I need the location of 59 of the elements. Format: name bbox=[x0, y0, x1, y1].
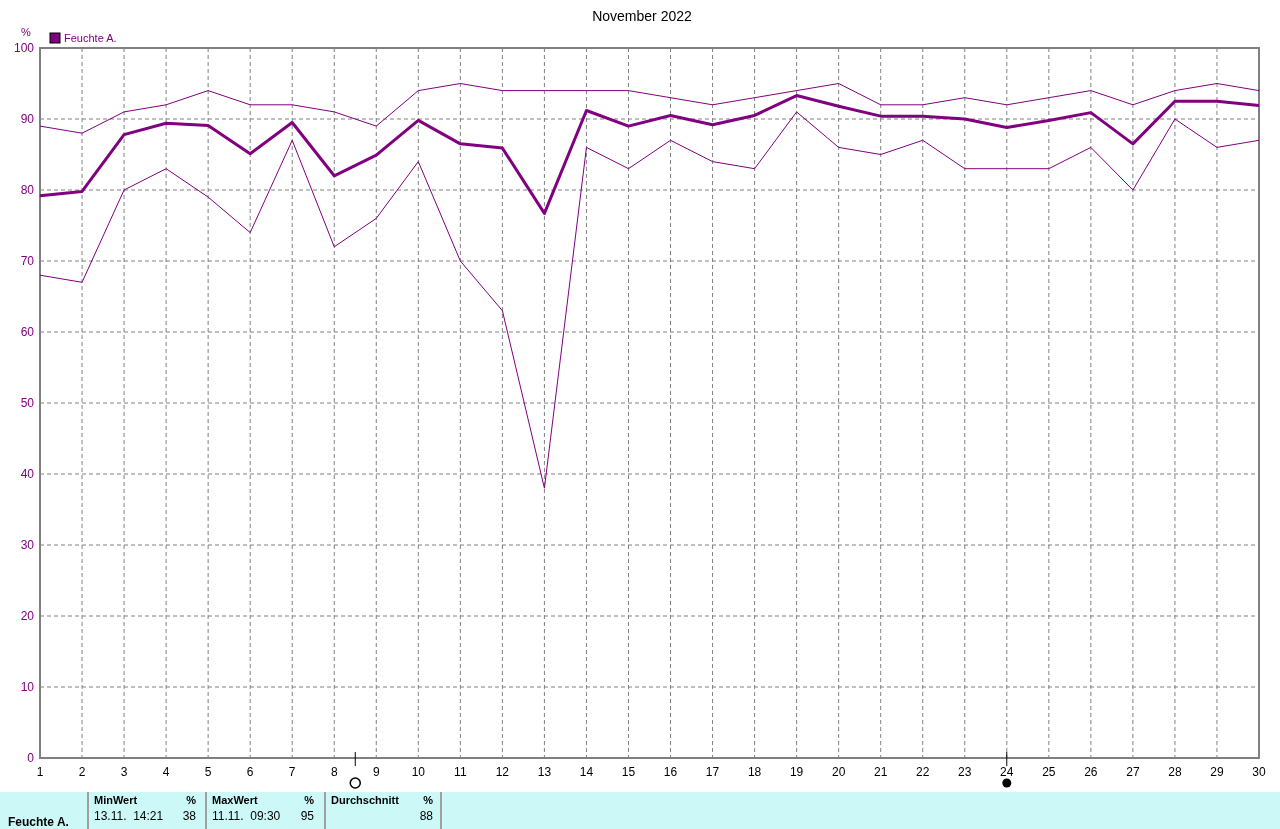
text: % bbox=[186, 794, 197, 806]
y-tick-label: 40 bbox=[20, 467, 35, 481]
x-tick-label: 3 bbox=[120, 765, 128, 779]
y-tick-label: 80 bbox=[20, 183, 35, 197]
x-tick-label: 21 bbox=[874, 765, 888, 779]
y-tick-label: 100 bbox=[13, 41, 35, 55]
x-tick-label: 20 bbox=[831, 765, 846, 779]
y-tick-label: 50 bbox=[20, 396, 35, 410]
x-tick-label: 8 bbox=[330, 765, 338, 779]
text: 88 bbox=[419, 809, 434, 823]
x-tick-label: 6 bbox=[246, 765, 254, 779]
x-tick-label: 30 bbox=[1252, 765, 1266, 779]
text: Durchschnitt bbox=[331, 794, 400, 806]
x-tick-label: 16 bbox=[663, 765, 678, 779]
x-tick-label: 18 bbox=[747, 765, 762, 779]
y-axis-title: % bbox=[21, 26, 32, 38]
chart-title: November 2022 bbox=[592, 8, 693, 24]
text: Feuchte A. bbox=[8, 815, 69, 829]
x-tick-label: 2 bbox=[78, 765, 86, 779]
y-tick-label: 0 bbox=[27, 751, 35, 765]
x-tick-label: 27 bbox=[1126, 765, 1140, 779]
x-tick-label: 24 bbox=[1000, 765, 1014, 779]
y-tick-label: 60 bbox=[20, 325, 35, 339]
x-tick-label: 17 bbox=[705, 765, 720, 779]
x-tick-label: 28 bbox=[1168, 765, 1182, 779]
x-tick-label: 11 bbox=[454, 765, 467, 779]
y-tick-label: 70 bbox=[20, 254, 35, 268]
x-tick-label: 9 bbox=[372, 765, 380, 779]
text: MinWert bbox=[94, 794, 138, 806]
x-tick-label: 23 bbox=[958, 765, 972, 779]
x-tick-label: 14 bbox=[579, 765, 594, 779]
x-tick-label: 13 bbox=[537, 765, 552, 779]
x-tick-label: 4 bbox=[162, 765, 170, 779]
y-tick-label: 30 bbox=[20, 538, 35, 552]
x-tick-label: 15 bbox=[621, 765, 636, 779]
x-tick-label: 25 bbox=[1042, 765, 1056, 779]
x-tick-label: 10 bbox=[411, 765, 426, 779]
line-series bbox=[38, 94, 1261, 215]
y-tick-label: 20 bbox=[20, 609, 35, 623]
x-tick-label: 12 bbox=[495, 765, 510, 779]
x-tick-label: 26 bbox=[1084, 765, 1098, 779]
x-tick-label: 19 bbox=[789, 765, 804, 779]
y-tick-label: 90 bbox=[20, 112, 35, 126]
x-tick-label: 7 bbox=[288, 765, 296, 779]
x-tick-label: 22 bbox=[916, 765, 930, 779]
line-series bbox=[39, 83, 1260, 134]
text: MaxWert bbox=[212, 794, 258, 806]
legend-label: Feuchte A. bbox=[64, 32, 117, 44]
x-tick-label: 29 bbox=[1210, 765, 1224, 779]
y-tick-label: 10 bbox=[20, 680, 35, 694]
text: 11.11. 09:30 bbox=[212, 809, 281, 823]
text: 13.11. 14:21 bbox=[94, 809, 164, 823]
x-tick-label: 5 bbox=[204, 765, 212, 779]
x-tick-label: 1 bbox=[36, 765, 44, 779]
line-series bbox=[39, 111, 1260, 489]
text: 38 bbox=[182, 809, 197, 823]
text: 95 bbox=[300, 809, 315, 823]
text: % bbox=[423, 794, 434, 806]
text: % bbox=[304, 794, 315, 806]
